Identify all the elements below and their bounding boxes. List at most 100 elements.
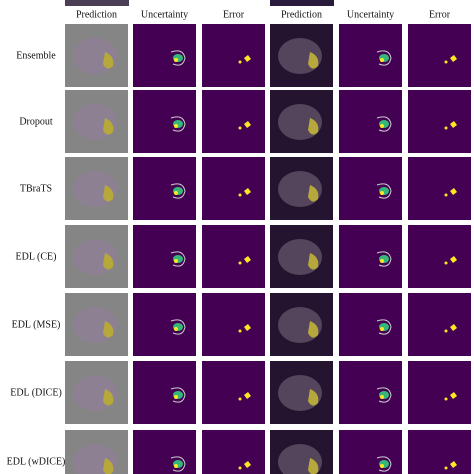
image-panel: [339, 361, 402, 424]
contour: [376, 251, 392, 267]
uncertainty-spot: [174, 327, 178, 331]
error-spot: [238, 126, 242, 130]
contour: [170, 319, 186, 335]
uncertainty-spot: [174, 259, 178, 263]
column-header: Uncertainty: [347, 9, 394, 20]
image-panel: [408, 157, 471, 220]
top-strip: [65, 0, 129, 6]
tumor-region: [308, 458, 319, 474]
tumor-region: [103, 118, 114, 135]
uncertainty-spot: [380, 58, 384, 62]
tumor-region: [308, 52, 319, 69]
error-spot: [444, 397, 448, 401]
row-label: EDL (MSE): [12, 319, 61, 330]
error-spot: [444, 329, 448, 333]
tumor-region: [103, 389, 114, 406]
image-panel: [339, 225, 402, 288]
error-spot: [244, 461, 251, 468]
error-spot: [244, 392, 251, 399]
tumor-region: [308, 185, 319, 202]
error-spot: [444, 60, 448, 64]
contour: [170, 116, 186, 132]
error-spot: [450, 324, 457, 331]
contour: [170, 387, 186, 403]
image-panel: [133, 293, 196, 356]
image-panel: [202, 157, 265, 220]
uncertainty-spot: [174, 464, 178, 468]
image-panel: [133, 90, 196, 153]
error-spot: [450, 188, 457, 195]
row-label: EDL (wDICE): [7, 456, 66, 467]
error-spot: [444, 126, 448, 130]
contour: [376, 319, 392, 335]
error-spot: [450, 256, 457, 263]
error-spot: [244, 256, 251, 263]
uncertainty-spot: [174, 124, 178, 128]
image-panel: [408, 24, 471, 87]
error-spot: [238, 397, 242, 401]
tumor-region: [103, 458, 114, 474]
image-panel: [339, 293, 402, 356]
tumor-region: [103, 185, 114, 202]
tumor-region: [308, 321, 319, 338]
image-panel: [133, 24, 196, 87]
image-panel: [339, 157, 402, 220]
error-spot: [244, 188, 251, 195]
image-panel: [133, 157, 196, 220]
uncertainty-spot: [380, 464, 384, 468]
image-panel: [202, 293, 265, 356]
error-spot: [238, 193, 242, 197]
contour: [376, 50, 392, 66]
column-header: Uncertainty: [141, 9, 188, 20]
row-label: TBraTS: [20, 183, 52, 194]
tumor-region: [103, 253, 114, 270]
image-panel: [408, 430, 471, 474]
image-panel: [133, 225, 196, 288]
uncertainty-spot: [380, 395, 384, 399]
error-spot: [450, 121, 457, 128]
image-panel: [133, 361, 196, 424]
error-spot: [450, 461, 457, 468]
contour: [376, 116, 392, 132]
tumor-region: [103, 321, 114, 338]
column-header: Error: [223, 9, 245, 20]
row-label: Dropout: [19, 116, 53, 127]
image-panel: [133, 430, 196, 474]
image-panel: [202, 361, 265, 424]
row-label: Ensemble: [16, 50, 56, 61]
image-panel: [339, 24, 402, 87]
tumor-region: [308, 118, 319, 135]
uncertainty-spot: [380, 124, 384, 128]
image-panel: [339, 430, 402, 474]
contour: [376, 456, 392, 472]
error-spot: [238, 60, 242, 64]
error-spot: [244, 55, 251, 62]
image-panel: [339, 90, 402, 153]
contour: [376, 387, 392, 403]
error-spot: [444, 261, 448, 265]
tumor-region: [103, 52, 114, 69]
top-strip: [270, 0, 334, 6]
uncertainty-spot: [380, 327, 384, 331]
uncertainty-spot: [380, 259, 384, 263]
image-panel: [202, 430, 265, 474]
uncertainty-spot: [174, 395, 178, 399]
error-spot: [244, 121, 251, 128]
uncertainty-spot: [174, 191, 178, 195]
image-panel: [408, 361, 471, 424]
error-spot: [238, 261, 242, 265]
error-spot: [238, 329, 242, 333]
image-panel: [408, 293, 471, 356]
contour: [170, 50, 186, 66]
column-header: Error: [429, 9, 451, 20]
image-panel: [408, 90, 471, 153]
tumor-region: [308, 389, 319, 406]
error-spot: [444, 193, 448, 197]
error-spot: [244, 324, 251, 331]
image-panel: [408, 225, 471, 288]
uncertainty-spot: [380, 191, 384, 195]
contour: [170, 456, 186, 472]
row-label: EDL (DICE): [10, 387, 62, 398]
image-panel: [202, 90, 265, 153]
